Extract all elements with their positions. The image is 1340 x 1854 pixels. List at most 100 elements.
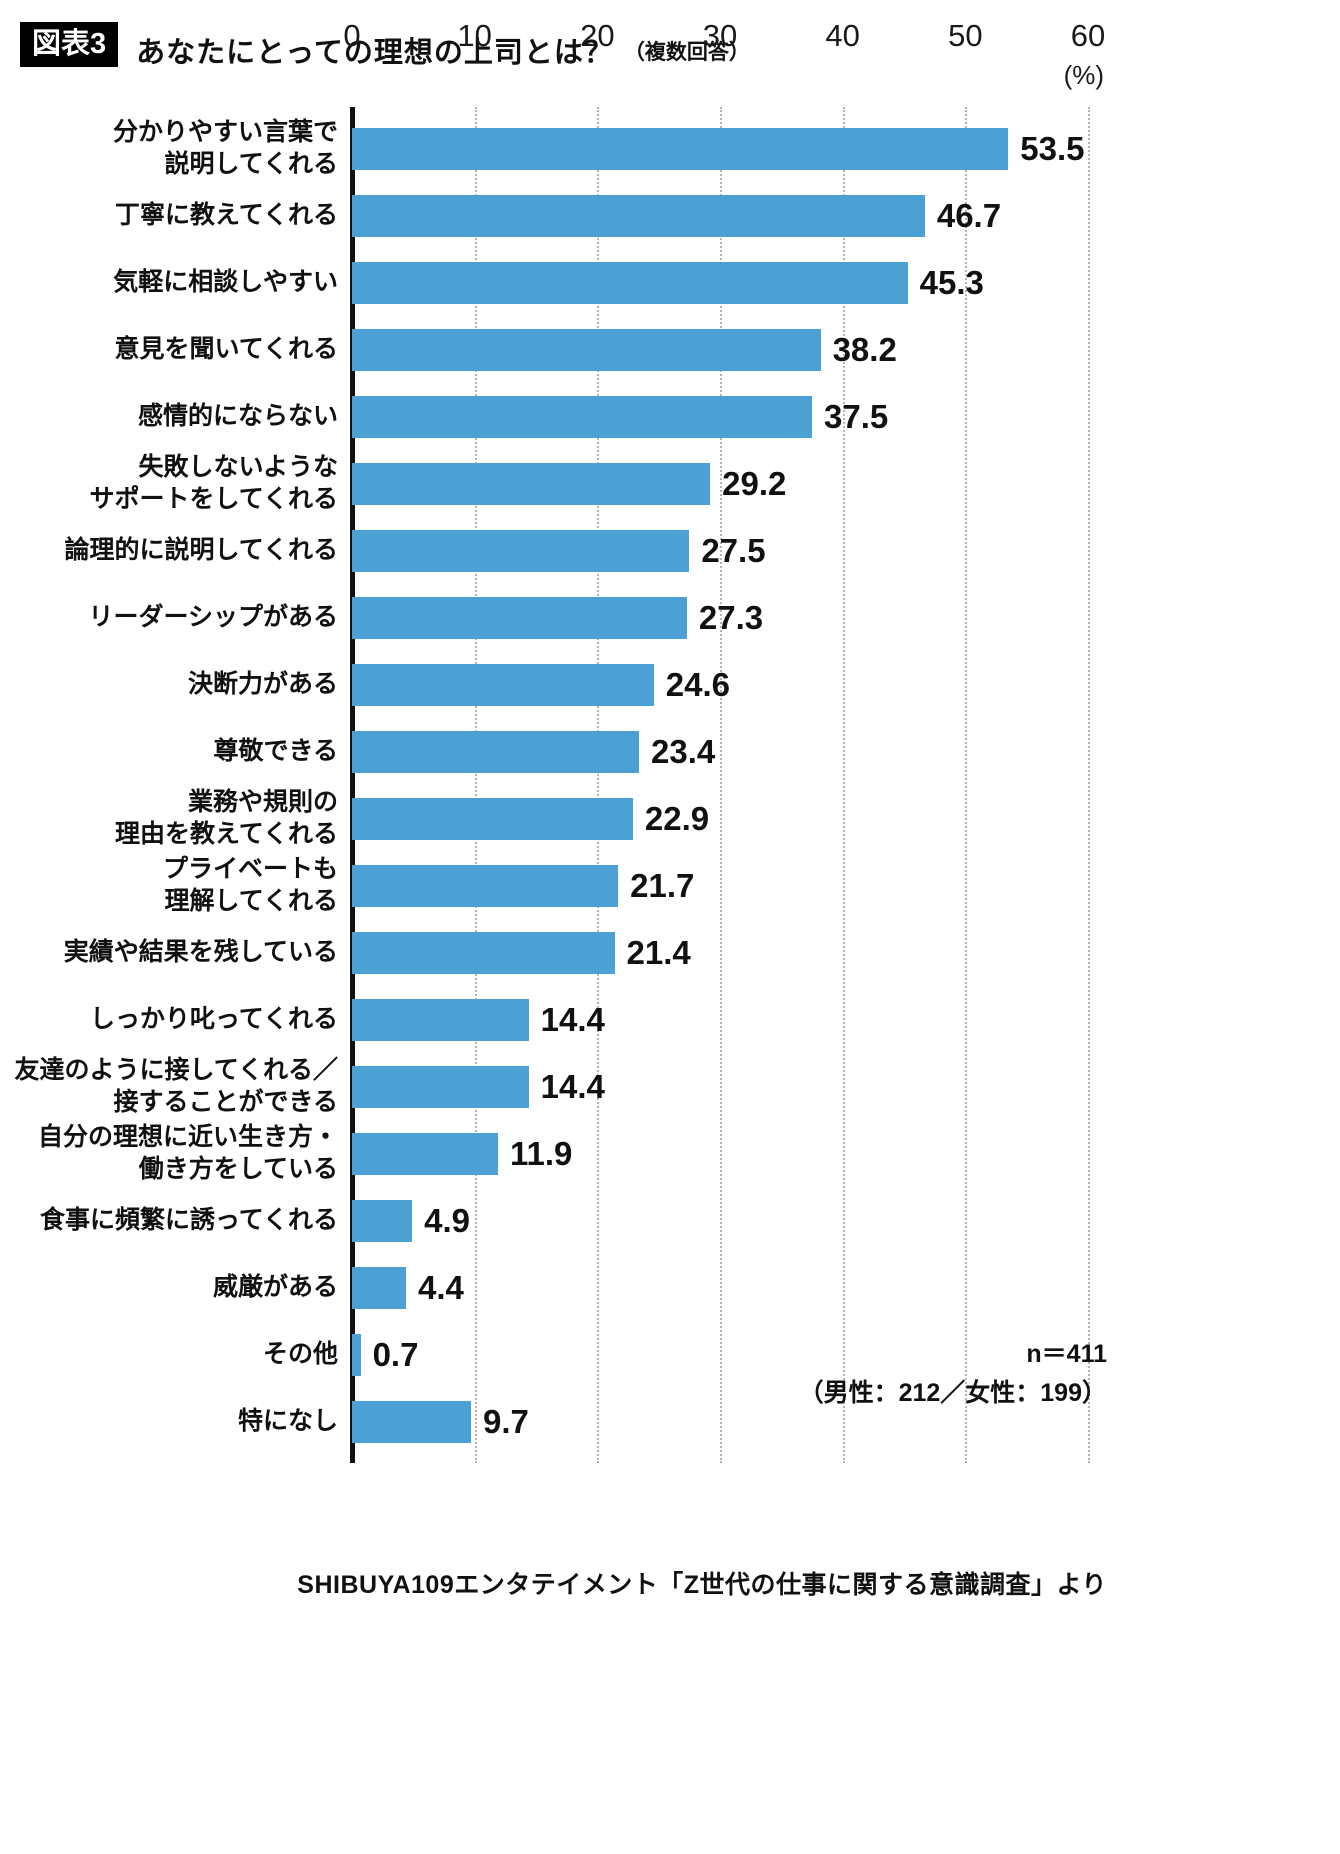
gridline [597,107,600,1463]
bar [352,1266,406,1309]
x-tick-label: 40 [825,18,860,53]
chart-rows: 分かりやすい言葉で 説明してくれる 53.5 丁寧に教えてくれる 46.7 気軽に相談し… [0,115,1340,1455]
bar-track: 11.9 [352,1132,1088,1175]
bar [352,529,690,572]
bar-value-label: 53.5 [1020,129,1085,167]
bar [352,1065,529,1108]
category-label: 決断力がある [187,669,338,698]
x-tick-label: 60 [1070,18,1106,53]
x-tick-label: 50 [948,18,983,53]
bar [352,1199,413,1242]
bar [352,931,615,974]
bar [352,730,640,773]
gridline [474,107,477,1463]
bar-track: 37.5 [352,395,1088,438]
category-label: 失敗しないような サポートをしてくれる [89,453,338,513]
sample-size-note: n＝411 （男性：212／女性：199） [799,1335,1107,1413]
bar-value-label: 23.4 [651,732,716,770]
bar [352,328,821,371]
category-label: 友達のように接してくれる／ 接することができる [14,1056,338,1116]
bar-value-label: 0.7 [372,1335,419,1373]
chart-row: 尊敬できる 23.4 [0,718,1340,785]
category-label: 自分の理想に近い生き方・ 働き方をしている [37,1123,338,1183]
category-label: 実績や結果を残している [63,937,338,966]
chart-row: リーダーシップがある 27.3 [0,584,1340,651]
bar-value-label: 45.3 [919,263,984,301]
bar-value-label: 22.9 [644,799,710,837]
bar [352,1132,498,1175]
bar-track: 24.6 [352,663,1088,706]
bar-track: 14.4 [352,998,1088,1041]
bar [352,663,654,706]
bar [352,261,908,304]
figure-badge: 図表3 [20,22,119,67]
bar-track: 23.4 [352,730,1088,773]
bar [352,395,812,438]
chart-row: その他 0.7 [0,1321,1340,1388]
x-axis-unit-label: (%) [1063,60,1104,90]
chart-row: 感情的にならない 37.5 [0,383,1340,450]
category-label: 業務や規則の 理由を教えてくれる [114,788,338,848]
x-tick-label: 20 [580,18,615,53]
source-credit: SHIBUYA109エンタテイメント「Z世代の仕事に関する意識調査」より [297,1571,1107,1599]
gridline [965,107,968,1463]
chart-row: 気軽に相談しやすい 45.3 [0,249,1340,316]
chart-row: しっかり叱ってくれる 14.4 [0,986,1340,1053]
chart-row: 論理的に説明してくれる 27.5 [0,517,1340,584]
category-label: プライベートも 理解してくれる [162,855,338,915]
chart-row: 業務や規則の 理由を教えてくれる 22.9 [0,785,1340,852]
bar [352,998,529,1041]
gridline [842,107,845,1463]
bar-track: 14.4 [352,1065,1088,1108]
category-label: 論理的に説明してくれる [64,535,338,564]
x-axis-ticks: (%) 0 10 20 30 40 50 60 [343,18,1105,90]
category-label: 食事に頻繁に誘ってくれる [39,1205,338,1234]
x-tick-label: 10 [457,18,492,53]
bar-value-label: 24.6 [665,665,730,703]
bar-track: 4.4 [352,1266,1088,1309]
bar-value-label: 14.4 [540,1067,605,1105]
category-label: 威厳がある [212,1272,338,1301]
chart-row: 友達のように接してくれる／ 接することができる 14.4 [0,1053,1340,1120]
x-tick-label: 0 [343,18,361,53]
bar [352,127,1009,170]
gridline [1088,107,1090,1463]
category-label: その他 [262,1339,338,1368]
bar-value-label: 27.5 [701,531,766,569]
bar [352,797,633,840]
gridline [720,107,722,1463]
category-label: 特になし [237,1406,338,1435]
bar [352,1333,361,1376]
chart-row: 決断力がある 24.6 [0,651,1340,718]
chart-row: 自分の理想に近い生き方・ 働き方をしている 11.9 [0,1120,1340,1187]
bar-track: 4.9 [352,1199,1088,1242]
grid-overlay [350,107,1090,1463]
bar-value-label: 4.4 [417,1268,464,1306]
category-label: 感情的にならない [137,401,338,430]
bar-track: 9.7 [352,1400,1088,1443]
chart-row: 分かりやすい言葉で 説明してくれる 53.5 [0,115,1340,182]
bar-value-label: 11.9 [509,1134,573,1172]
category-label: 気軽に相談しやすい [113,267,338,296]
bar-track: 21.4 [352,931,1088,974]
sample-size-breakdown: （男性：212／女性：199） [798,1378,1107,1407]
y-axis-line [350,107,355,1463]
bar-chart: 分かりやすい言葉で 説明してくれる 53.5 丁寧に教えてくれる 46.7 気軽に相談し… [0,107,1340,1463]
sample-size-n: n＝411 [1026,1340,1107,1368]
chart-row: 失敗しないような サポートをしてくれる 29.2 [0,450,1340,517]
chart-row: 丁寧に教えてくれる 46.7 [0,182,1340,249]
category-label: 丁寧に教えてくれる [114,200,338,229]
category-label: 尊敬できる [213,736,338,765]
bar-track: 29.2 [352,462,1088,505]
chart-subtitle: （複数回答） [623,41,750,64]
bar-track: 38.2 [352,328,1088,371]
bar-value-label: 9.7 [482,1402,529,1440]
chart-header: 図表3 あなたにとっての理想の上司とは？ （複数回答） [20,22,750,71]
bar [352,1400,471,1443]
bar-track: 21.7 [352,864,1088,907]
bar-track: 46.7 [352,194,1088,237]
chart-row: 特になし 9.7 [0,1388,1340,1455]
chart-row: 実績や結果を残している 21.4 [0,919,1340,986]
bar-track: 0.7 [352,1333,1088,1376]
